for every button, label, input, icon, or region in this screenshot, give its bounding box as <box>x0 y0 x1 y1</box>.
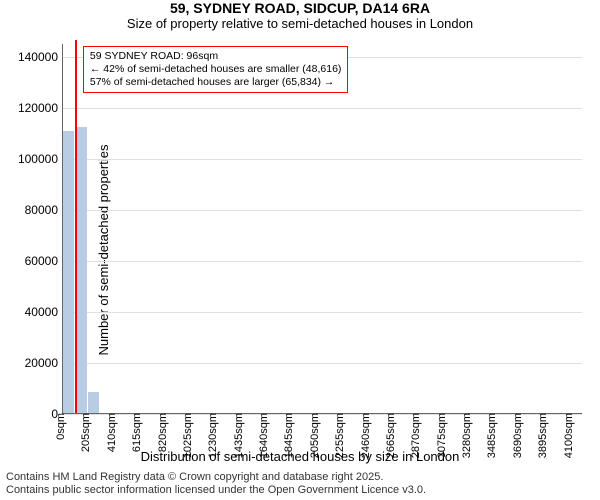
y-tick-label: 60000 <box>4 254 58 268</box>
plot: 0200004000060000800001000001200001400000… <box>62 44 582 414</box>
histogram-bar <box>75 127 86 413</box>
page-title: 59, SYDNEY ROAD, SIDCUP, DA14 6RA <box>0 0 600 16</box>
footer-line-1: Contains HM Land Registry data © Crown c… <box>6 471 594 485</box>
x-tick-label: 205sqm <box>80 413 92 452</box>
gridline <box>63 363 582 364</box>
gridline <box>63 210 582 211</box>
gridline <box>63 159 582 160</box>
histogram-bar <box>63 131 74 413</box>
x-tick-label: 0sqm <box>55 413 67 440</box>
gridline <box>63 261 582 262</box>
y-tick-label: 100000 <box>4 152 58 166</box>
annotation-box: 59 SYDNEY ROAD: 96sqm← 42% of semi-detac… <box>83 46 349 93</box>
y-tick-label: 80000 <box>4 203 58 217</box>
plot-area: 0200004000060000800001000001200001400000… <box>62 44 582 414</box>
marker-line <box>75 40 77 413</box>
y-tick-label: 40000 <box>4 305 58 319</box>
x-tick-label: 615sqm <box>131 413 143 452</box>
page-subtitle: Size of property relative to semi-detach… <box>0 16 600 31</box>
x-tick-label: 410sqm <box>106 413 118 452</box>
gridline <box>63 312 582 313</box>
annotation-line: 57% of semi-detached houses are larger (… <box>90 76 342 89</box>
x-axis-label: Distribution of semi-detached houses by … <box>0 449 600 464</box>
y-tick-label: 20000 <box>4 356 58 370</box>
footer: Contains HM Land Registry data © Crown c… <box>0 469 600 500</box>
x-tick-label: 820sqm <box>157 413 169 452</box>
annotation-line: 59 SYDNEY ROAD: 96sqm <box>90 50 342 63</box>
gridline <box>63 108 582 109</box>
histogram-bar <box>88 392 99 413</box>
y-tick-label: 120000 <box>4 101 58 115</box>
y-tick-label: 0 <box>4 407 58 421</box>
y-tick-label: 140000 <box>4 50 58 64</box>
annotation-line: ← 42% of semi-detached houses are smalle… <box>90 63 342 76</box>
footer-line-2: Contains public sector information licen… <box>6 484 594 498</box>
